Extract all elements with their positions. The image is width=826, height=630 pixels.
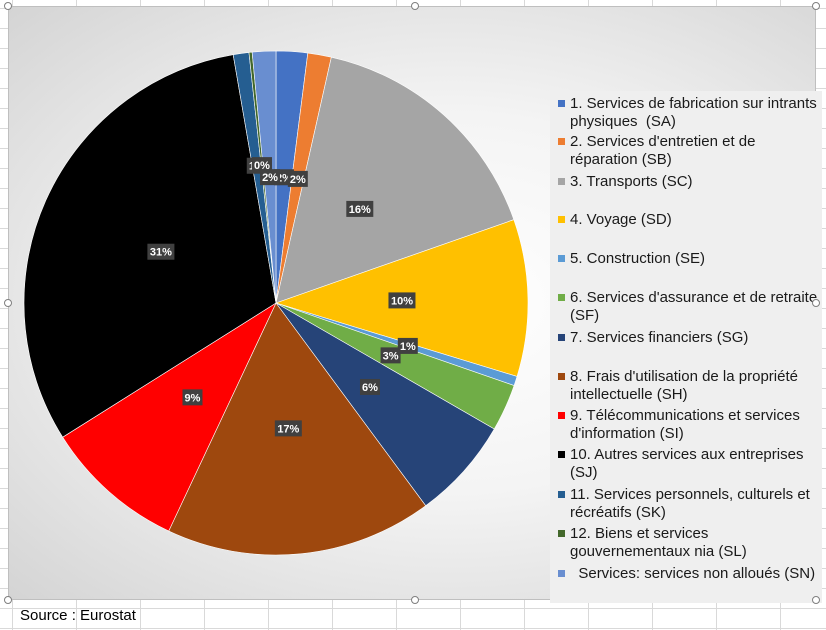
legend-swatch <box>558 491 565 498</box>
data-label-4: 10% <box>388 292 416 309</box>
data-label-6: 3% <box>380 347 401 364</box>
svg-text:0%: 0% <box>254 160 270 172</box>
data-label-13: 2% <box>260 169 281 186</box>
legend-label: 12. Biens et services gouvernementaux ni… <box>570 525 747 560</box>
svg-text:6%: 6% <box>362 382 378 394</box>
svg-text:17%: 17% <box>277 423 299 435</box>
data-label-5: 1% <box>397 337 418 354</box>
chart-legend[interactable]: 1. Services de fabrication sur intrants … <box>550 91 822 603</box>
data-label-7: 6% <box>359 378 380 395</box>
legend-label: 9. Télécommunications et services d'info… <box>570 407 804 442</box>
resize-handle-top-right[interactable] <box>812 2 820 10</box>
pie-slice-3[interactable] <box>275 56 515 304</box>
resize-handle-top-center[interactable] <box>411 2 419 10</box>
pie-slice-9[interactable] <box>62 302 277 532</box>
resize-handle-top-left[interactable] <box>4 2 12 10</box>
resize-handle-bottom-center[interactable] <box>411 596 419 604</box>
legend-label: 7. Services financiers (SG) <box>570 329 749 346</box>
resize-handle-middle-left[interactable] <box>4 299 12 307</box>
data-label-8: 17% <box>274 420 302 437</box>
legend-label: 1. Services de fabrication sur intrants … <box>570 95 821 130</box>
data-label-2: 2% <box>287 170 308 187</box>
legend-label: 2. Services d'entretien et de réparation… <box>570 133 760 168</box>
svg-text:1%: 1% <box>400 341 416 353</box>
svg-text:16%: 16% <box>349 204 371 216</box>
legend-swatch <box>558 178 565 185</box>
data-label-12: 0% <box>251 157 272 174</box>
legend-label: 10. Autres services aux entreprises (SJ) <box>570 446 808 481</box>
pie-chart: 2%2%16%10%1%3%6%17%9%31%1%0%2% <box>23 50 529 556</box>
legend-swatch <box>558 216 565 223</box>
svg-text:2%: 2% <box>290 174 306 186</box>
legend-label: 4. Voyage (SD) <box>570 211 672 228</box>
data-label-9: 9% <box>182 389 203 406</box>
svg-text:9%: 9% <box>185 392 201 404</box>
legend-label: 5. Construction (SE) <box>570 250 706 267</box>
resize-handle-bottom-right[interactable] <box>812 596 820 604</box>
data-label-3: 16% <box>346 200 374 217</box>
resize-handle-bottom-left[interactable] <box>4 596 12 604</box>
legend-swatch <box>558 530 565 537</box>
legend-swatch <box>558 373 565 380</box>
legend-swatch <box>558 294 565 301</box>
legend-label: 6. Services d'assurance et de retraite (… <box>570 289 822 324</box>
source-note: Source : Eurostat <box>20 607 136 624</box>
svg-text:31%: 31% <box>150 247 172 259</box>
legend-swatch <box>558 138 565 145</box>
legend-label: Services: services non alloués (SN) <box>570 565 816 582</box>
resize-handle-middle-right[interactable] <box>812 299 820 307</box>
legend-swatch <box>558 100 565 107</box>
data-label-10: 31% <box>147 243 175 260</box>
legend-swatch <box>558 334 565 341</box>
legend-label: 8. Frais d'utilisation de la propriété i… <box>570 368 803 403</box>
svg-text:10%: 10% <box>391 295 413 307</box>
legend-swatch <box>558 255 565 262</box>
legend-label: 11. Services personnels, culturels et ré… <box>570 486 815 521</box>
svg-text:3%: 3% <box>383 350 399 362</box>
svg-text:2%: 2% <box>262 172 278 184</box>
legend-label: 3. Transports (SC) <box>570 173 693 190</box>
chart-area[interactable]: 2%2%16%10%1%3%6%17%9%31%1%0%2% 1. Servic… <box>8 6 822 603</box>
legend-swatch <box>558 451 565 458</box>
legend-swatch <box>558 412 565 419</box>
legend-swatch <box>558 570 565 577</box>
